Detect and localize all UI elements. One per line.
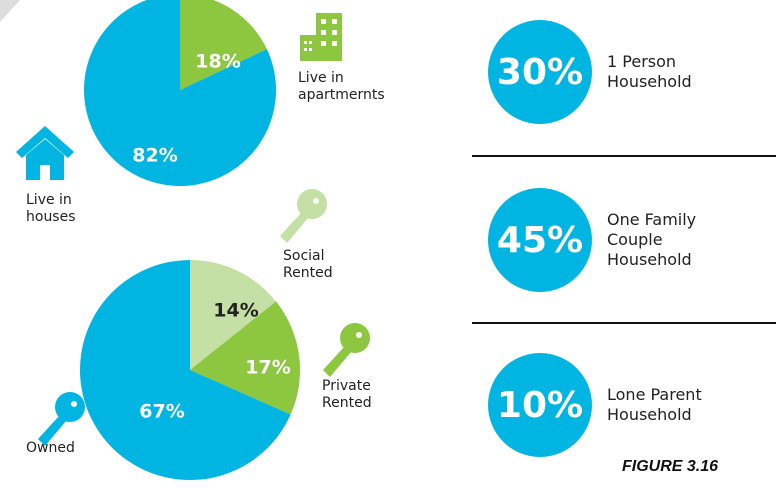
category-label: Live in houses [26,192,76,225]
pie-slice [180,0,267,90]
house-icon [16,126,74,180]
slice-value-label: 67% [139,401,184,423]
stat-circle [488,188,592,292]
category-label: Live in apartmernts [298,70,385,103]
category-label: Owned [26,440,75,456]
stat-label: 1 Person Household [607,52,692,91]
pie-slice [190,301,300,415]
pie-slice [190,260,277,370]
key-icon [323,323,370,377]
building-icon [300,13,342,61]
slice-value-label: 18% [195,51,240,73]
category-label: Social Rented [283,248,333,281]
stat-circle [488,353,592,457]
stat-circle [488,20,592,124]
stat-label: Lone Parent Household [607,385,702,424]
key-icon [280,189,327,243]
pie-slice [80,260,291,480]
pie-slice [84,0,276,186]
stat-value-label: 30% [497,52,583,93]
stat-label: One Family Couple Household [607,210,697,269]
corner-mark [0,0,20,22]
stat-value-label: 10% [497,385,583,426]
slice-value-label: 14% [213,300,258,322]
figure-caption: FIGURE 3.16 [622,458,719,475]
category-label: Private Rented [322,378,372,411]
slice-value-label: 82% [132,145,177,167]
slice-value-label: 17% [245,357,290,379]
key-icon [38,392,85,446]
stat-value-label: 45% [497,220,583,261]
